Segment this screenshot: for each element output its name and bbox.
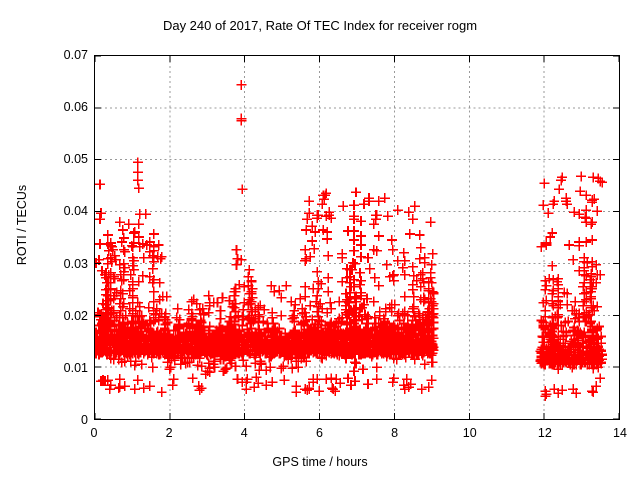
y-tick-label: 0.03 bbox=[63, 256, 88, 271]
x-axis-label: GPS time / hours bbox=[272, 455, 368, 469]
y-tick-label: 0.04 bbox=[63, 204, 88, 219]
x-tick-label: 0 bbox=[90, 426, 98, 440]
x-tick-label: 10 bbox=[462, 426, 477, 440]
plot-area bbox=[94, 55, 620, 420]
x-tick-label: 12 bbox=[537, 426, 552, 440]
gridlines bbox=[95, 56, 619, 419]
y-tick-label: 0.06 bbox=[63, 100, 88, 115]
axis-tick-marks bbox=[95, 56, 619, 419]
x-tick-label: 4 bbox=[240, 426, 248, 440]
x-tick-label: 2 bbox=[165, 426, 173, 440]
y-tick-label: 0.05 bbox=[63, 152, 88, 167]
y-tick-label: 0.02 bbox=[63, 308, 88, 323]
y-tick-label: 0.01 bbox=[63, 360, 88, 375]
y-tick-label: 0 bbox=[81, 413, 88, 427]
y-tick-label: 0.07 bbox=[63, 48, 88, 62]
x-tick-label: 6 bbox=[315, 426, 323, 440]
x-tick-label: 14 bbox=[613, 426, 627, 440]
x-tick-label: 8 bbox=[391, 426, 399, 440]
chart-title: Day 240 of 2017, Rate Of TEC Index for r… bbox=[162, 18, 478, 33]
scatter-series-roti bbox=[95, 79, 608, 402]
y-axis-tick-labels: 0 0.01 0.02 0.03 0.04 0.05 0.06 0.07 bbox=[6, 0, 88, 480]
